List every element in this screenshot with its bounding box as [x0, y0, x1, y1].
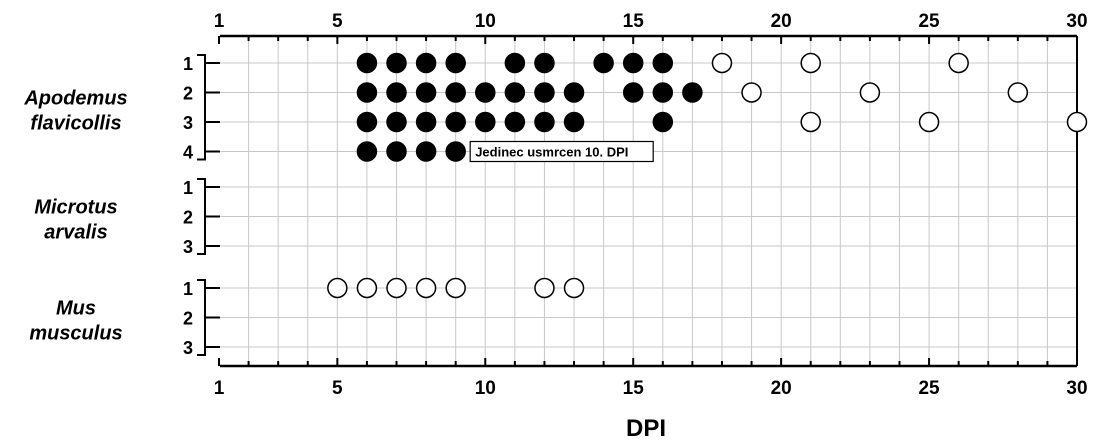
point-filled — [504, 111, 526, 133]
row-label: 2 — [183, 208, 193, 228]
point-filled — [356, 82, 378, 103]
point-filled — [534, 52, 555, 74]
x-tick-label-top: 30 — [1066, 11, 1087, 32]
point-filled — [652, 52, 674, 74]
point-filled — [386, 82, 407, 103]
point-open — [1007, 82, 1029, 103]
point-filled — [415, 52, 437, 74]
point-open — [534, 277, 555, 299]
point-open — [1066, 111, 1088, 133]
point-open — [445, 277, 466, 299]
point-filled — [356, 111, 378, 133]
point-filled — [593, 52, 614, 74]
point-open — [918, 111, 940, 133]
point-open — [563, 277, 585, 299]
row-label: 3 — [183, 113, 193, 133]
point-filled — [622, 82, 644, 103]
species-label-line2: flavicollis — [30, 112, 121, 134]
point-filled — [356, 141, 378, 162]
row-label: 1 — [183, 178, 193, 198]
point-open — [800, 52, 821, 74]
point-filled — [682, 82, 703, 103]
point-filled — [475, 82, 496, 103]
point-open — [386, 277, 407, 299]
point-filled — [534, 111, 555, 133]
point-open — [948, 52, 969, 74]
point-filled — [504, 82, 526, 103]
grid — [220, 36, 1077, 366]
point-open — [859, 82, 881, 103]
annotations: Jedinec usmrcen 10. DPI — [469, 140, 654, 163]
point-filled — [652, 82, 674, 103]
point-filled — [622, 52, 644, 74]
species-label-line1: Mus — [56, 298, 96, 320]
row-label: 3 — [183, 338, 193, 358]
annotation-box — [469, 140, 654, 163]
point-filled — [445, 52, 466, 74]
row-label: 3 — [183, 237, 193, 257]
x-tick-label-bottom: 15 — [623, 378, 645, 399]
point-filled — [504, 52, 526, 74]
x-tick-label-top: 1 — [214, 11, 225, 32]
x-axis-title: DPI — [626, 415, 666, 442]
row-label: 4 — [183, 143, 193, 163]
point-filled — [534, 82, 555, 103]
labels: 1155101015152020252530301234Apodemusflav… — [23, 11, 1087, 399]
row-bracket — [197, 178, 206, 255]
species-label-line2: musculus — [29, 323, 122, 345]
x-tick-label-bottom: 10 — [475, 378, 496, 399]
point-filled — [415, 82, 437, 103]
point-open — [800, 111, 821, 133]
annotation-text: Jedinec usmrcen 10. DPI — [475, 145, 628, 160]
x-tick-label-bottom: 5 — [332, 378, 343, 399]
point-filled — [415, 141, 437, 162]
x-tick-label-bottom: 1 — [214, 378, 225, 399]
row-label: 2 — [183, 84, 193, 104]
row-bracket — [197, 279, 206, 356]
point-filled — [386, 111, 407, 133]
data-points — [327, 52, 1088, 299]
point-open — [415, 277, 437, 299]
point-filled — [415, 111, 437, 133]
point-filled — [445, 111, 466, 133]
point-open — [327, 277, 348, 299]
point-filled — [652, 111, 674, 133]
x-tick-label-top: 15 — [623, 11, 645, 32]
point-filled — [386, 141, 407, 162]
x-tick-label-top: 10 — [475, 11, 496, 32]
point-filled — [475, 111, 496, 133]
x-tick-label-bottom: 25 — [918, 378, 940, 399]
x-tick-label-bottom: 30 — [1066, 378, 1087, 399]
species-label-line1: Microtus — [34, 197, 117, 219]
x-tick-label-bottom: 20 — [771, 378, 792, 399]
point-filled — [356, 52, 378, 74]
row-bracket — [197, 54, 206, 161]
point-filled — [445, 141, 466, 162]
species-label-line2: arvalis — [44, 222, 107, 244]
x-tick-label-top: 20 — [771, 11, 792, 32]
row-label: 1 — [183, 54, 193, 74]
point-filled — [563, 82, 585, 103]
row-label: 2 — [183, 309, 193, 329]
point-filled — [386, 52, 407, 74]
point-open — [741, 82, 762, 103]
x-tick-label-top: 25 — [918, 11, 940, 32]
axes — [197, 34, 1078, 368]
point-open — [711, 52, 733, 74]
point-open — [356, 277, 378, 299]
point-filled — [563, 111, 585, 133]
row-label: 1 — [183, 279, 193, 299]
species-label-line1: Apodemus — [23, 87, 127, 109]
point-filled — [445, 82, 466, 103]
x-tick-label-top: 5 — [332, 11, 343, 32]
